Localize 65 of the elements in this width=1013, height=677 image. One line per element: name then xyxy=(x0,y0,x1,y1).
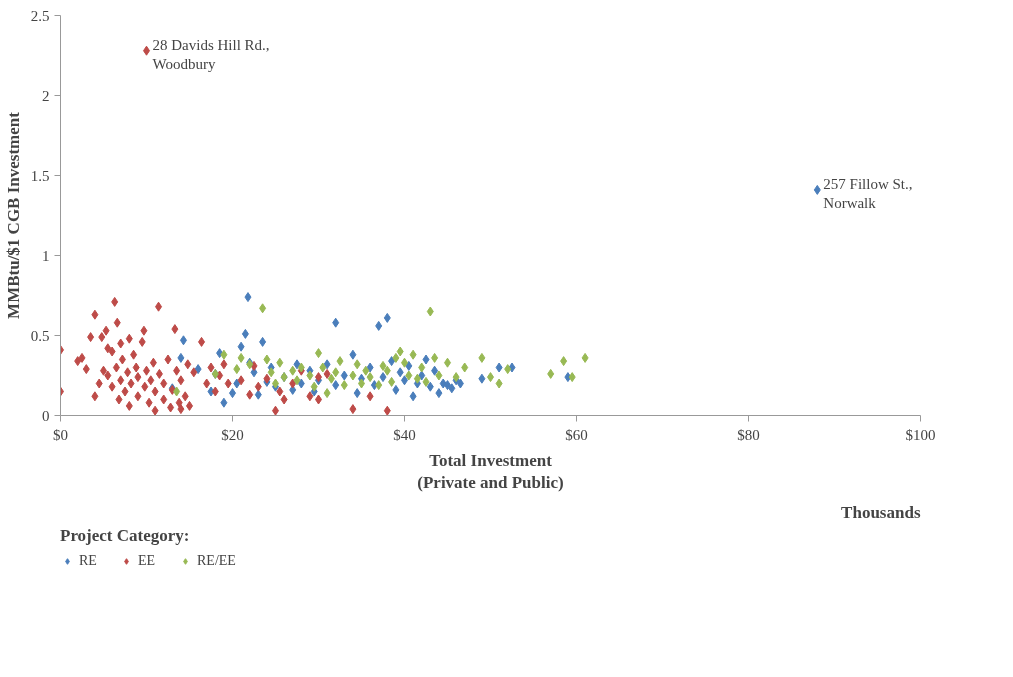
x-axis-title: Total Investment (Private and Public) xyxy=(417,450,564,493)
point xyxy=(259,303,267,314)
point xyxy=(568,372,576,383)
point xyxy=(293,375,301,386)
point xyxy=(431,352,439,363)
point xyxy=(422,376,430,387)
point xyxy=(366,372,374,383)
y-tick-label: 0 xyxy=(42,407,50,424)
point xyxy=(276,357,284,368)
point xyxy=(237,352,245,363)
point xyxy=(396,346,404,357)
legend-label: RE/EE xyxy=(197,553,236,569)
y-tick-label: 1 xyxy=(42,247,50,264)
text: Thousands xyxy=(841,502,921,522)
x-tick-label: $100 xyxy=(905,426,936,443)
point xyxy=(306,370,314,381)
y-tick-label: 1.5 xyxy=(30,167,50,184)
point xyxy=(349,370,357,381)
point xyxy=(413,373,421,384)
point xyxy=(340,380,348,391)
point xyxy=(504,364,512,375)
point xyxy=(353,359,361,370)
x-tick-label: $0 xyxy=(53,426,68,443)
x-tick-label: $40 xyxy=(393,426,416,443)
x-tick-label: $20 xyxy=(221,426,244,443)
point xyxy=(327,373,335,384)
legend-title: Project Category: xyxy=(60,526,191,546)
point xyxy=(435,370,443,381)
y-tick-label: 0.5 xyxy=(30,327,50,344)
annotation: 257 Fillow St., Norwalk xyxy=(823,176,913,212)
point xyxy=(336,356,344,367)
point xyxy=(383,365,391,376)
y-tick-label: 2.5 xyxy=(30,7,50,24)
point xyxy=(461,362,469,373)
point xyxy=(173,386,181,397)
point xyxy=(426,306,434,317)
point xyxy=(409,349,417,360)
point xyxy=(310,381,318,392)
point xyxy=(392,352,400,363)
point xyxy=(547,368,555,379)
legend-label: EE xyxy=(138,553,157,569)
point xyxy=(375,380,383,391)
point xyxy=(379,360,387,371)
x-tick-label: $60 xyxy=(565,426,588,443)
point xyxy=(220,349,228,360)
point xyxy=(560,356,568,367)
annotation: 28 Davids Hill Rd., Woodbury xyxy=(152,37,270,73)
point xyxy=(388,376,396,387)
point xyxy=(233,364,241,375)
y-axis-title: MMBtu/$1 CGB Investment xyxy=(3,111,23,319)
point xyxy=(263,354,271,365)
y-tick-label: 2 xyxy=(42,87,50,104)
point xyxy=(418,362,426,373)
point xyxy=(362,365,370,376)
legend-label: RE xyxy=(79,553,98,569)
point xyxy=(332,367,340,378)
point xyxy=(319,362,327,373)
point xyxy=(478,352,486,363)
point xyxy=(323,388,331,399)
point xyxy=(289,365,297,376)
point xyxy=(581,352,589,363)
point xyxy=(405,370,413,381)
x-tick-label: $80 xyxy=(737,426,760,443)
point xyxy=(267,367,275,378)
point xyxy=(495,378,503,389)
